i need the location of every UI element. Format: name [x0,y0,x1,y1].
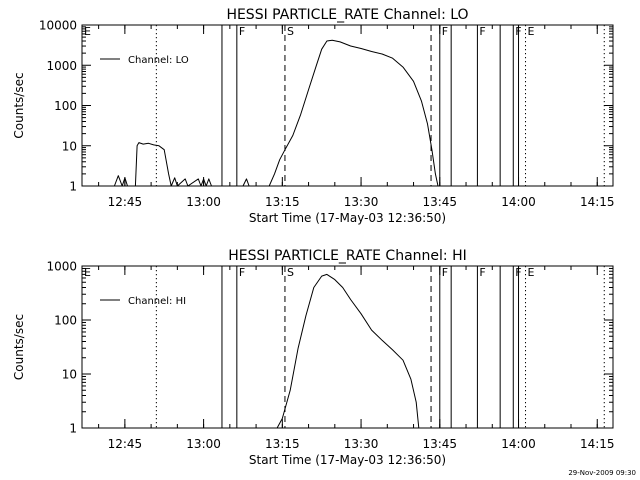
y-axis-label: Counts/sec [12,72,26,138]
legend-label: Channel: LO [128,55,189,66]
footer-timestamp: 29-Nov-2009 09:30 [568,469,636,477]
y-tick-label: 100 [54,314,77,328]
y-tick-label: 10 [62,139,77,153]
flag-marker-label: E [84,25,91,38]
flag-marker-label: F [479,25,485,38]
flag-marker-label: F [442,25,448,38]
x-tick-label: 13:00 [186,437,221,451]
legend-label: Channel: HI [128,296,186,307]
series-line [276,273,420,429]
chart-panel-1: HESSI PARTICLE_RATE Channel: LO Counts/se… [12,7,615,225]
y-tick-label: 1 [69,180,77,194]
x-tick-label: 12:45 [108,195,143,209]
flag-marker-label: F [239,25,245,38]
flag-marker-label: S [287,266,294,279]
series-line [113,39,439,187]
plot-frame [81,265,614,429]
flag-marker-label: S [287,25,294,38]
x-axis-label: Start Time (17-May-03 12:36:50) [249,453,446,467]
flag-marker-label: F [479,266,485,279]
chart-title: HESSI PARTICLE_RATE Channel: LO [226,7,468,23]
y-tick-label: 10 [62,368,77,382]
x-tick-label: 14:00 [501,437,536,451]
x-tick-label: 13:45 [422,437,457,451]
flag-marker-label: E [528,25,535,38]
y-tick-label: 100 [54,99,77,113]
y-tick-label: 10000 [39,19,77,33]
chart-title: HESSI PARTICLE_RATE Channel: HI [228,248,466,264]
plot-frame [81,24,614,187]
flag-marker-label: F [239,266,245,279]
y-tick-label: 1000 [46,59,77,73]
flag-marker-label: F [442,266,448,279]
x-tick-label: 14:15 [580,437,615,451]
flag-marker-label: E [84,266,91,279]
x-axis-label: Start Time (17-May-03 12:36:50) [249,211,446,225]
x-tick-label: 13:45 [422,195,457,209]
y-tick-label: 1 [69,422,77,436]
y-tick-label: 1000 [46,260,77,274]
x-tick-label: 13:00 [186,195,221,209]
x-tick-label: 13:30 [344,195,379,209]
x-tick-label: 14:00 [501,195,536,209]
x-tick-label: 12:45 [108,437,143,451]
x-tick-label: 13:15 [265,195,300,209]
chart-panel-2: HESSI PARTICLE_RATE Channel: HI Counts/se… [12,248,615,467]
y-axis-label: Counts/sec [12,314,26,380]
x-tick-label: 13:30 [344,437,379,451]
x-tick-label: 13:15 [265,437,300,451]
x-tick-label: 14:15 [580,195,615,209]
flag-marker-label: E [528,266,535,279]
